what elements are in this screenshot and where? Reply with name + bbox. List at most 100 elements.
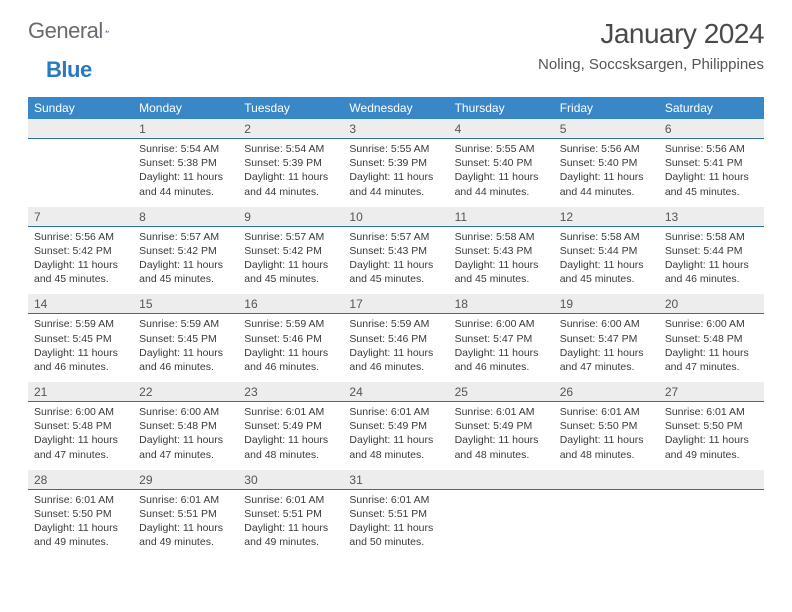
day-sr: Sunrise: 5:56 AM (34, 230, 127, 244)
day-number: 7 (28, 207, 133, 226)
day-dl2: and 50 minutes. (349, 535, 442, 549)
day-dl1: Daylight: 11 hours (349, 346, 442, 360)
day-dl1: Daylight: 11 hours (349, 258, 442, 272)
day-dl1: Daylight: 11 hours (244, 258, 337, 272)
day-body: Sunrise: 5:58 AMSunset: 5:44 PMDaylight:… (659, 227, 764, 295)
day-ss: Sunset: 5:48 PM (665, 332, 758, 346)
week-body-row: Sunrise: 6:00 AMSunset: 5:48 PMDaylight:… (28, 402, 764, 470)
day-ss: Sunset: 5:43 PM (349, 244, 442, 258)
day-ss: Sunset: 5:46 PM (244, 332, 337, 346)
day-number: 24 (343, 382, 448, 401)
day-sr: Sunrise: 5:55 AM (349, 142, 442, 156)
day-dl2: and 45 minutes. (349, 272, 442, 286)
day-body: Sunrise: 5:54 AMSunset: 5:38 PMDaylight:… (133, 139, 238, 207)
day-dl2: and 48 minutes. (455, 448, 548, 462)
day-sr: Sunrise: 6:00 AM (665, 317, 758, 331)
day-ss: Sunset: 5:49 PM (349, 419, 442, 433)
day-body: Sunrise: 6:01 AMSunset: 5:50 PMDaylight:… (659, 402, 764, 470)
day-number: 22 (133, 382, 238, 401)
day-ss: Sunset: 5:51 PM (244, 507, 337, 521)
day-number: 8 (133, 207, 238, 226)
day-sr: Sunrise: 5:57 AM (139, 230, 232, 244)
day-body: Sunrise: 6:00 AMSunset: 5:48 PMDaylight:… (659, 314, 764, 382)
location-text: Noling, Soccsksargen, Philippines (538, 56, 764, 73)
day-body (449, 490, 554, 558)
day-number: 31 (343, 470, 448, 489)
dow-sunday: Sunday (28, 97, 133, 119)
day-number: 13 (659, 207, 764, 226)
day-body: Sunrise: 6:01 AMSunset: 5:51 PMDaylight:… (238, 490, 343, 558)
day-number: 5 (554, 119, 659, 138)
day-dl1: Daylight: 11 hours (665, 346, 758, 360)
day-dl1: Daylight: 11 hours (139, 170, 232, 184)
day-dl2: and 48 minutes. (349, 448, 442, 462)
day-dl1: Daylight: 11 hours (349, 170, 442, 184)
day-sr: Sunrise: 5:58 AM (560, 230, 653, 244)
day-sr: Sunrise: 6:01 AM (349, 493, 442, 507)
day-ss: Sunset: 5:40 PM (455, 156, 548, 170)
day-dl1: Daylight: 11 hours (244, 346, 337, 360)
day-sr: Sunrise: 5:59 AM (244, 317, 337, 331)
day-ss: Sunset: 5:50 PM (560, 419, 653, 433)
day-sr: Sunrise: 5:59 AM (34, 317, 127, 331)
day-dl2: and 47 minutes. (665, 360, 758, 374)
day-dl2: and 49 minutes. (244, 535, 337, 549)
day-number: 27 (659, 382, 764, 401)
day-ss: Sunset: 5:44 PM (665, 244, 758, 258)
day-dl1: Daylight: 11 hours (560, 433, 653, 447)
day-number: 9 (238, 207, 343, 226)
day-dl2: and 49 minutes. (34, 535, 127, 549)
day-ss: Sunset: 5:49 PM (455, 419, 548, 433)
day-dl1: Daylight: 11 hours (455, 258, 548, 272)
day-ss: Sunset: 5:46 PM (349, 332, 442, 346)
day-body: Sunrise: 5:56 AMSunset: 5:40 PMDaylight:… (554, 139, 659, 207)
dow-tuesday: Tuesday (238, 97, 343, 119)
day-number: 21 (28, 382, 133, 401)
day-dl1: Daylight: 11 hours (139, 521, 232, 535)
day-sr: Sunrise: 6:01 AM (244, 493, 337, 507)
day-number (28, 119, 133, 138)
day-body (554, 490, 659, 558)
day-body: Sunrise: 6:00 AMSunset: 5:47 PMDaylight:… (449, 314, 554, 382)
day-dl2: and 46 minutes. (34, 360, 127, 374)
day-sr: Sunrise: 5:56 AM (560, 142, 653, 156)
day-body (659, 490, 764, 558)
day-sr: Sunrise: 5:56 AM (665, 142, 758, 156)
day-dl2: and 44 minutes. (244, 185, 337, 199)
day-dl1: Daylight: 11 hours (34, 521, 127, 535)
day-body: Sunrise: 5:59 AMSunset: 5:46 PMDaylight:… (343, 314, 448, 382)
day-ss: Sunset: 5:48 PM (34, 419, 127, 433)
day-ss: Sunset: 5:51 PM (349, 507, 442, 521)
day-dl1: Daylight: 11 hours (34, 433, 127, 447)
day-dl1: Daylight: 11 hours (244, 521, 337, 535)
week-body-row: Sunrise: 6:01 AMSunset: 5:50 PMDaylight:… (28, 490, 764, 558)
dow-friday: Friday (554, 97, 659, 119)
day-ss: Sunset: 5:39 PM (244, 156, 337, 170)
day-number: 3 (343, 119, 448, 138)
weeks-container: 123456Sunrise: 5:54 AMSunset: 5:38 PMDay… (28, 119, 764, 557)
day-sr: Sunrise: 6:01 AM (244, 405, 337, 419)
day-body: Sunrise: 6:01 AMSunset: 5:49 PMDaylight:… (449, 402, 554, 470)
day-sr: Sunrise: 6:01 AM (455, 405, 548, 419)
brand-name-1: General (28, 18, 103, 44)
day-dl2: and 44 minutes. (139, 185, 232, 199)
day-sr: Sunrise: 5:55 AM (455, 142, 548, 156)
day-sr: Sunrise: 5:54 AM (139, 142, 232, 156)
day-dl1: Daylight: 11 hours (455, 346, 548, 360)
day-dl2: and 44 minutes. (349, 185, 442, 199)
day-dl2: and 45 minutes. (244, 272, 337, 286)
week-body-row: Sunrise: 5:54 AMSunset: 5:38 PMDaylight:… (28, 139, 764, 207)
day-ss: Sunset: 5:39 PM (349, 156, 442, 170)
dow-wednesday: Wednesday (343, 97, 448, 119)
day-ss: Sunset: 5:41 PM (665, 156, 758, 170)
day-body: Sunrise: 5:55 AMSunset: 5:40 PMDaylight:… (449, 139, 554, 207)
day-dl1: Daylight: 11 hours (560, 258, 653, 272)
day-ss: Sunset: 5:48 PM (139, 419, 232, 433)
day-body: Sunrise: 5:57 AMSunset: 5:42 PMDaylight:… (133, 227, 238, 295)
day-dl1: Daylight: 11 hours (665, 258, 758, 272)
day-sr: Sunrise: 6:01 AM (349, 405, 442, 419)
day-number: 26 (554, 382, 659, 401)
day-number: 1 (133, 119, 238, 138)
day-dl2: and 45 minutes. (665, 185, 758, 199)
day-body: Sunrise: 5:59 AMSunset: 5:46 PMDaylight:… (238, 314, 343, 382)
